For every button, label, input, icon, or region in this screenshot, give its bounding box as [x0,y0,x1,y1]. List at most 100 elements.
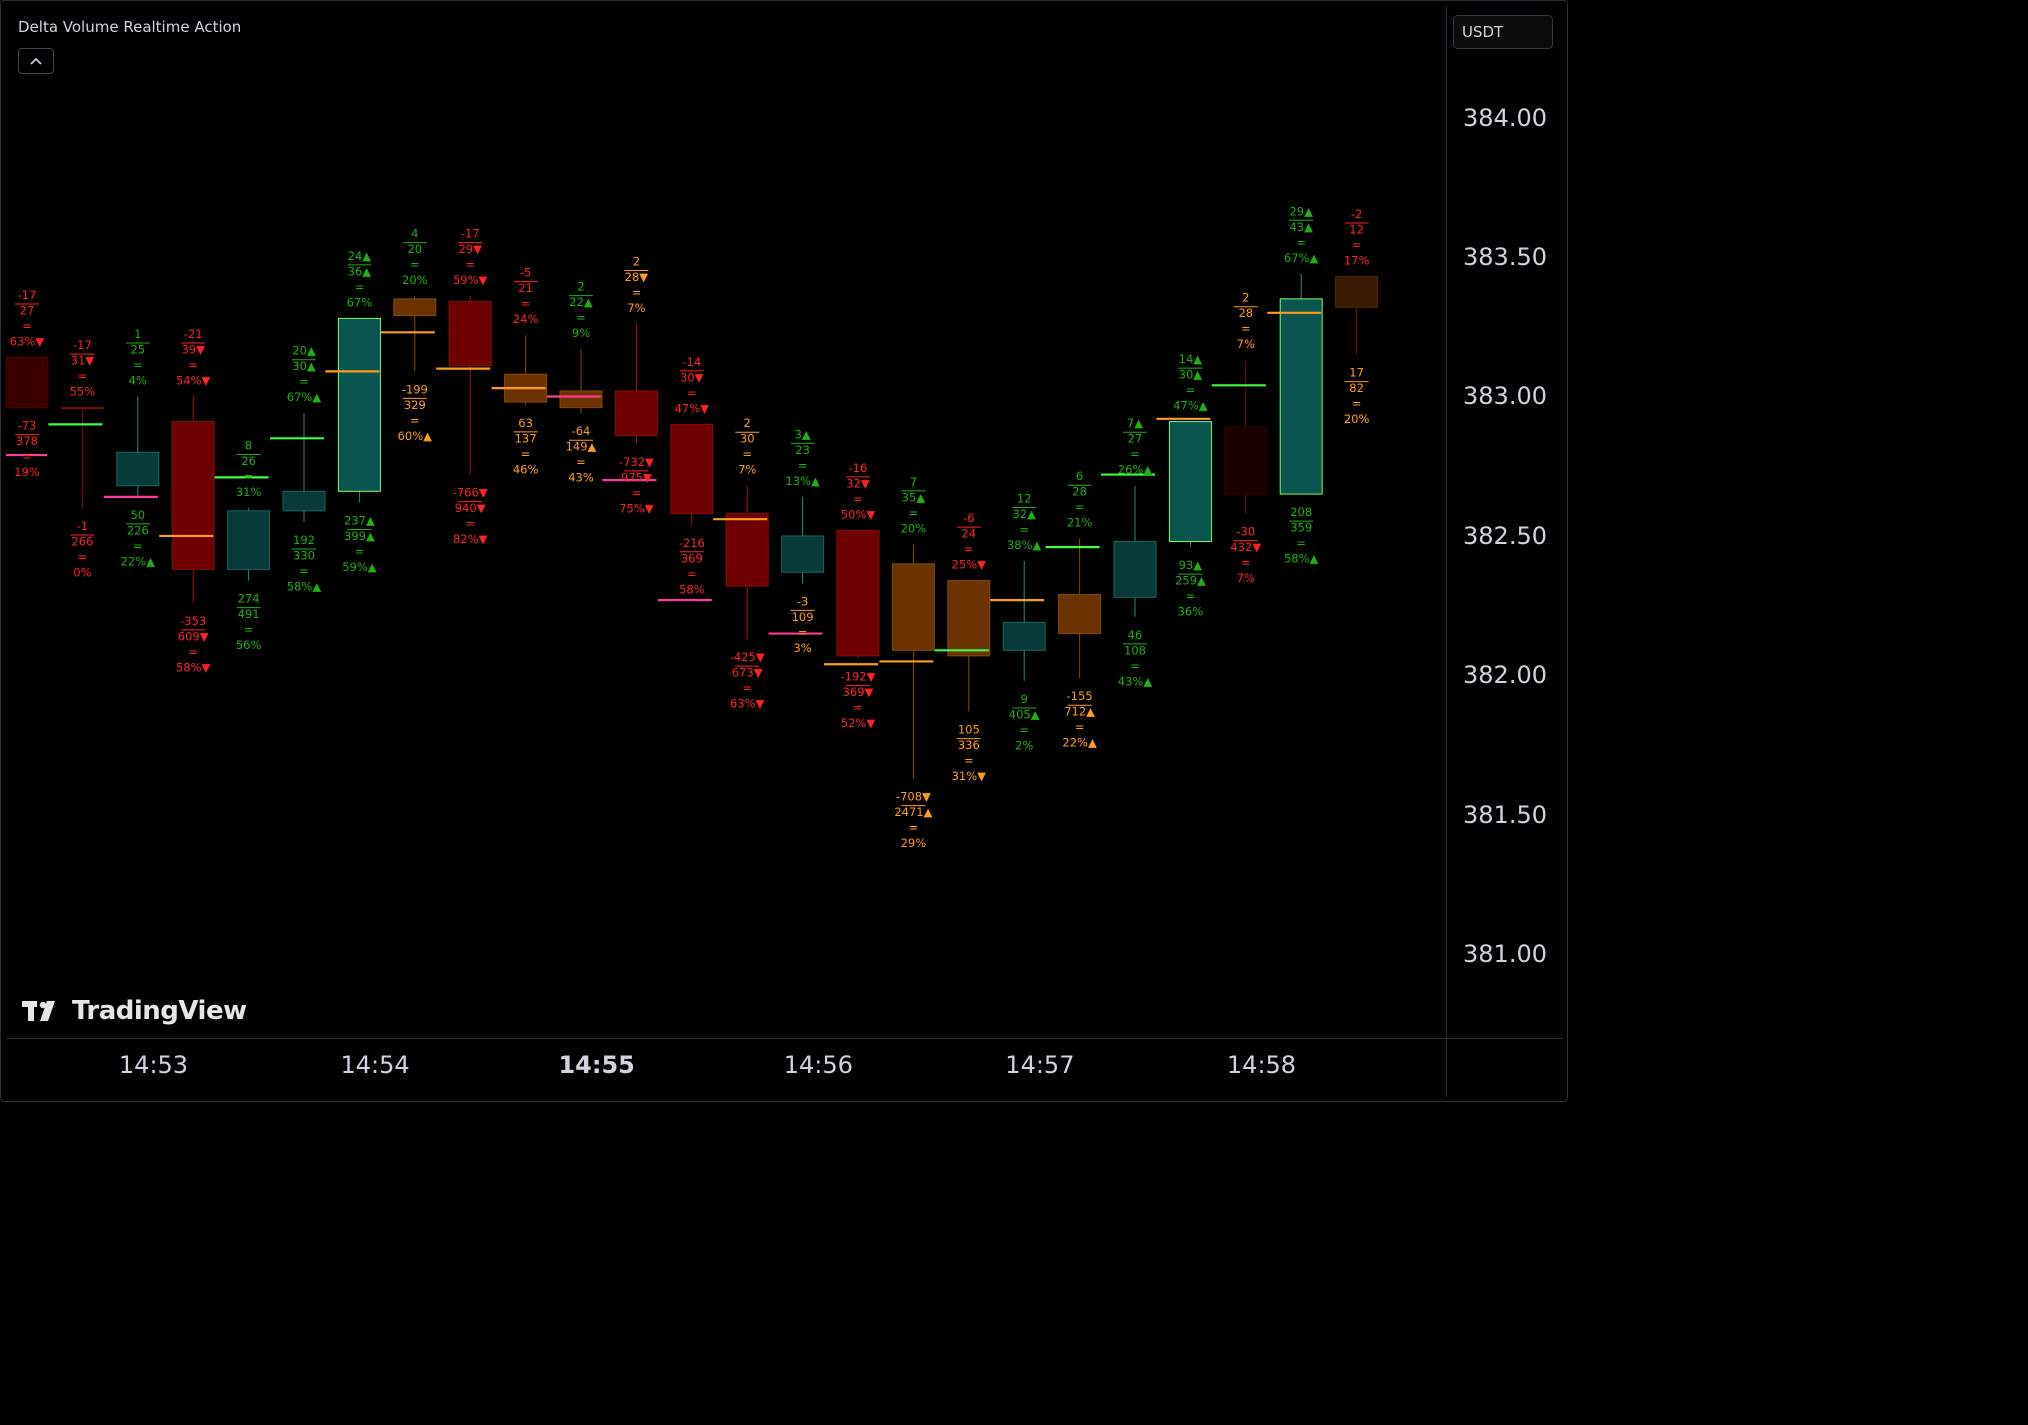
delta-label-top: 39▼ [181,342,205,356]
delta-label-bottom: -1 [77,519,88,533]
candle-body [1168,421,1212,543]
delta-label-bottom: = [576,455,586,469]
delta-label-top: 4 [411,227,418,241]
candle[interactable]: 735▲=20%-708▼2471▲=29% [879,475,935,850]
tradingview-logo[interactable]: TradingView [22,996,247,1026]
delta-label-top: 24 [961,527,976,541]
delta-label-bottom: = [1186,589,1196,603]
delta-label-top: 13%▲ [785,474,820,488]
collapse-button[interactable] [18,48,54,74]
candle-body [1058,594,1102,635]
delta-label-top: 21% [1067,516,1093,530]
delta-label-bottom: 31%▼ [952,769,987,783]
delta-label-top: 30▲ [1179,368,1203,382]
candle-body [448,301,492,367]
candle[interactable]: 228▼=7%-732▼975▼=75%▼ [602,254,658,515]
delta-label-bottom: 7% [1237,571,1255,585]
delta-label-bottom: -353 [180,614,206,628]
candle-body [1113,541,1157,598]
delta-label-top: 2 [744,416,751,430]
delta-label-top: 35▲ [902,490,926,504]
delta-label-bottom: 19% [14,465,40,479]
delta-label-bottom: = [1241,556,1251,570]
delta-label-top: 7% [738,463,756,477]
delta-label-bottom: 58%▼ [176,660,211,674]
delta-label-top: 67%▲ [1284,251,1319,265]
candlestick-chart[interactable]: -1727=63%▼-73378=19%-1731▼=55%-1266=0%12… [6,6,1446,1038]
time-axis[interactable]: 14:53 14:54 14:55 14:56 14:57 14:58 [6,1038,1446,1097]
delta-label-top: 27 [20,303,35,317]
indicator-title[interactable]: Delta Volume Realtime Action [18,18,242,36]
delta-label-bottom: -732▼ [619,455,654,469]
currency-badge[interactable]: USDT [1453,15,1553,49]
delta-label-top: 7% [627,301,645,315]
delta-label-bottom: = [521,447,531,461]
delta-label-top: = [410,258,420,272]
delta-label-top: = [853,492,863,506]
delta-label-bottom: = [78,550,88,564]
delta-label-top: 27 [1128,432,1143,446]
plot-area[interactable]: -17 27 = 63%▼ -73 378 = 19% -17 31▼ = 55% -1 266 = 0% 1 2… [6,6,1446,1038]
delta-label-bottom: 399▲ [344,529,375,543]
delta-label-top: 36▲ [348,264,372,278]
delta-label-bottom: = [798,625,808,639]
chart-frame [0,0,1568,1102]
candle[interactable]: 24▲36▲=67%237▲399▲=59%▲ [325,249,381,574]
delta-label-bottom: 237▲ [344,513,375,527]
candle-body [1002,621,1046,651]
delta-label-top: 17% [1344,254,1370,268]
delta-label-top: -17 [18,288,37,302]
delta-label-top: 29▲ [1289,204,1313,218]
delta-label-bottom: 432▼ [1230,540,1261,554]
delta-label-bottom: = [22,450,32,464]
delta-label-top: = [133,358,143,372]
delta-label-bottom: -155 [1067,689,1093,703]
delta-label-bottom: 149▲ [566,440,597,454]
delta-label-bottom: 330 [293,549,315,563]
delta-label-top: 54%▼ [176,373,211,387]
delta-label-bottom: 975▼ [621,470,652,484]
delta-label-bottom: 9 [1021,692,1028,706]
candle[interactable]: 14▲30▲=47%▲93▲259▲=36% [1156,352,1212,619]
delta-label-bottom: = [355,544,365,558]
delta-label-top: 6 [1076,469,1083,483]
delta-label-bottom: 712▲ [1064,705,1095,719]
delta-label-bottom: 46% [513,462,539,476]
delta-label-top: 24▲ [348,249,372,263]
delta-label-bottom: = [964,754,974,768]
delta-label-top: = [964,542,974,556]
delta-label-top: = [1075,500,1085,514]
delta-label-top: -14 [682,355,701,369]
delta-label-bottom: -64 [572,424,591,438]
delta-label-bottom: 137 [515,431,537,445]
delta-label-top: = [78,369,88,383]
delta-label-bottom: = [244,623,254,637]
candle[interactable]: 230=7%-425▼673▼=63%▼ [713,416,769,711]
delta-label-top: 47%▲ [1173,399,1208,413]
delta-label-bottom: 52%▼ [841,716,876,730]
price-axis[interactable]: USDT 384.00 383.50 383.00 382.50 382.00 381.5… [1446,6,1563,1038]
delta-label-bottom: = [742,681,752,695]
delta-label-top: -17 [73,338,92,352]
delta-label-bottom: 20% [1344,412,1370,426]
